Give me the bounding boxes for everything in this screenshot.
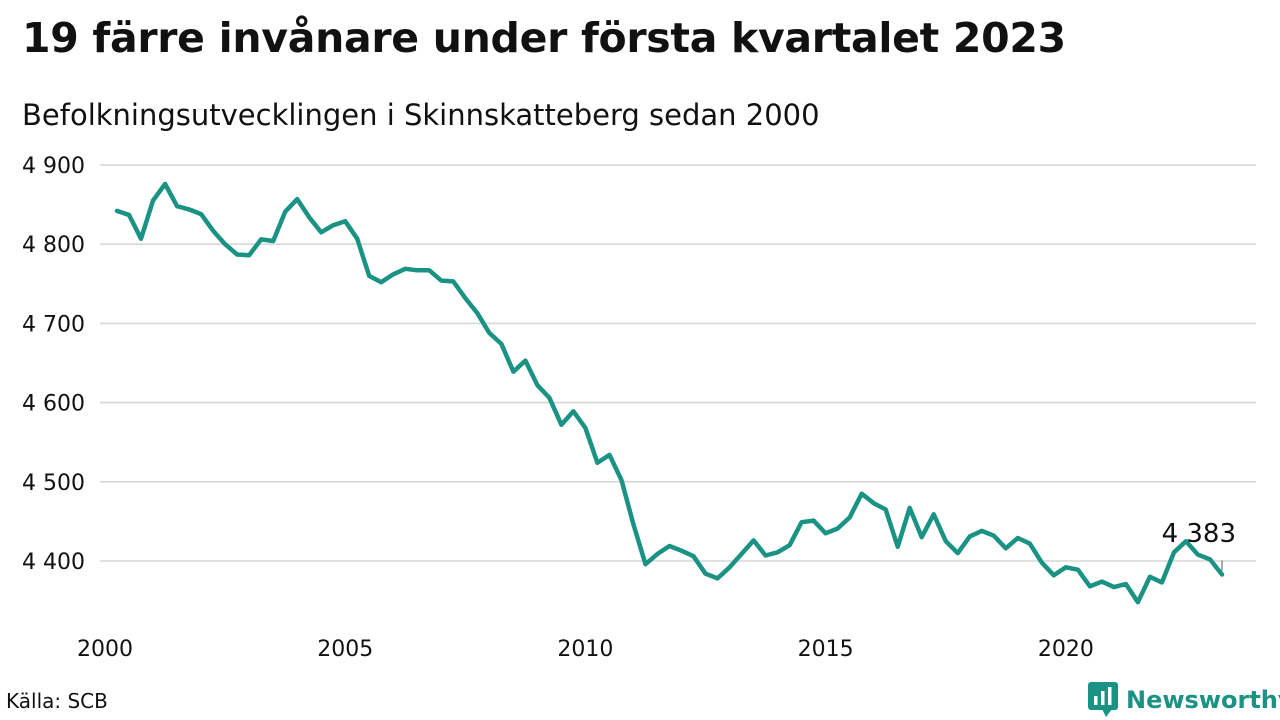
x-tick-label: 2020 bbox=[1038, 637, 1094, 662]
y-tick-label: 4 500 bbox=[22, 471, 85, 496]
source-note: Källa: SCB bbox=[6, 689, 108, 713]
population-series-line bbox=[114, 181, 1225, 605]
y-tick-label: 4 700 bbox=[22, 312, 85, 337]
y-axis-tick-labels: 4 400 4 500 4 600 4 700 4 800 4 900 bbox=[22, 154, 85, 575]
y-tick-label: 4 400 bbox=[22, 550, 85, 575]
chart-title: 19 färre invånare under första kvartalet… bbox=[22, 14, 1066, 62]
x-tick-label: 2005 bbox=[317, 637, 373, 662]
y-tick-label: 4 900 bbox=[22, 154, 85, 179]
x-tick-label: 2010 bbox=[557, 637, 613, 662]
brand-logo[interactable]: Newsworthy bbox=[1088, 682, 1280, 718]
annotations: 4 383 bbox=[1162, 519, 1236, 571]
brand-name: Newsworthy bbox=[1126, 686, 1280, 714]
last-value-label: 4 383 bbox=[1162, 519, 1236, 549]
gridlines bbox=[100, 164, 1256, 562]
y-tick-label: 4 800 bbox=[22, 233, 85, 258]
chart-subtitle: Befolkningsutvecklingen i Skinnskatteber… bbox=[22, 98, 820, 132]
y-tick-label: 4 600 bbox=[22, 392, 85, 417]
bar-chart-bubble-icon bbox=[1088, 682, 1118, 717]
series-group bbox=[114, 181, 1225, 605]
x-tick-label: 2015 bbox=[798, 637, 854, 662]
x-axis-tick-labels: 2000 2005 2010 2015 2020 bbox=[77, 637, 1094, 662]
x-tick-label: 2000 bbox=[77, 637, 133, 662]
